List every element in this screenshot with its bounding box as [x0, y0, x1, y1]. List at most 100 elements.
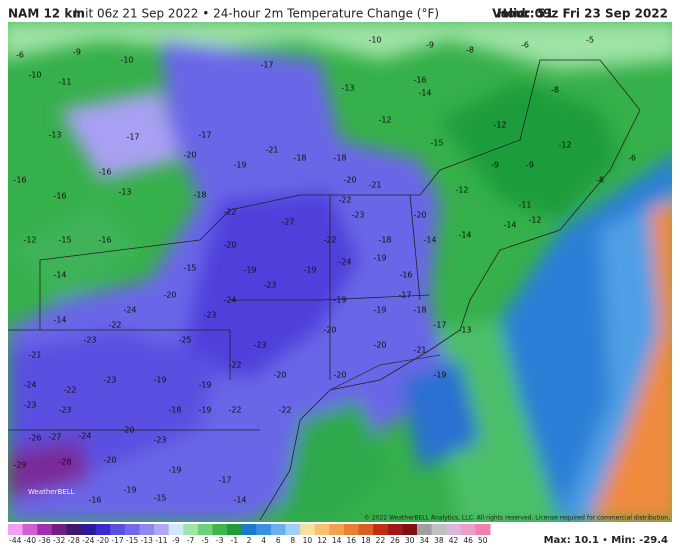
description: Init 06z 21 Sep 2022 • 24-hour 2m Temper…	[74, 7, 439, 21]
temp-change-label: -20	[121, 426, 134, 435]
colorbar-tick-label: -17	[111, 536, 123, 545]
colorbar-tick-label: -9	[172, 536, 180, 545]
colorbar-swatch	[22, 524, 38, 535]
colorbar-tick-label: -44	[9, 536, 21, 545]
temp-change-label: -13	[118, 188, 131, 197]
watermark: WeatherBELL	[28, 488, 75, 496]
temp-change-label: -14	[53, 316, 66, 325]
temp-change-label: -21	[265, 146, 278, 155]
temp-change-label: -22	[223, 208, 236, 217]
min: Min: -29.4	[611, 535, 668, 546]
colorbar-tick-label: -3	[216, 536, 224, 545]
colorbar-swatch	[446, 524, 462, 535]
colorbar-tick-label: -36	[38, 536, 50, 545]
temp-change-label: -22	[108, 321, 121, 330]
temp-change-label: -5	[586, 36, 594, 45]
temp-change-label: -23	[153, 436, 166, 445]
colorbar-swatch	[387, 524, 403, 535]
map-labels: -6 -9 -10 -10 -11 -13 -17 -17 -17 -13 -16 -14 -10 -9 -…	[13, 36, 636, 505]
temp-change-label: -21	[413, 346, 426, 355]
colorbar-swatch	[475, 524, 491, 535]
max-min: Max: 10.1 • Min: -29.4	[544, 535, 668, 546]
temp-change-label: -18	[293, 154, 306, 163]
hour-value: 51	[537, 7, 554, 21]
temp-change-label: -17	[218, 476, 231, 485]
colorbar-swatch	[402, 524, 418, 535]
temp-change-label: -10	[28, 71, 41, 80]
temp-change-label: -27	[48, 433, 61, 442]
temp-change-label: -19	[123, 486, 136, 495]
shading	[8, 22, 672, 522]
temp-change-label: -19	[198, 381, 211, 390]
temp-change-label: -12	[493, 121, 506, 130]
temp-change-label: -28	[58, 458, 71, 467]
temp-change-label: -16	[98, 168, 111, 177]
colorbar-swatch	[270, 524, 287, 535]
colorbar-swatch	[460, 524, 476, 535]
colorbar-swatch	[314, 524, 330, 535]
temp-change-label: -22	[63, 386, 76, 395]
temp-change-label: -23	[103, 376, 116, 385]
colorbar-tick-label: 42	[449, 536, 459, 545]
temp-change-label: -23	[58, 406, 71, 415]
temp-change-label: -23	[351, 211, 364, 220]
temp-change-label: -18	[413, 306, 426, 315]
temp-change-label: -14	[503, 221, 516, 230]
colorbar-tick-label: -40	[24, 536, 36, 545]
colorbar: -44 -40 -36 -32 -28 -24 -20 -17 -15 -13 -11 -9 -7 -5-…	[8, 524, 491, 545]
temp-change-label: -17	[126, 133, 139, 142]
temp-change-label: -20	[103, 456, 116, 465]
colorbar-swatch	[212, 524, 228, 535]
colorbar-tick-label: -32	[53, 536, 65, 545]
temp-change-label: -20	[343, 176, 356, 185]
temp-change-label: -15	[430, 139, 443, 148]
temp-change-label: -22	[323, 236, 336, 245]
temp-change-label: -19	[373, 306, 386, 315]
colorbar-tick-label: -15	[126, 536, 138, 545]
temp-change-label: -16	[98, 236, 111, 245]
boundaries	[8, 59, 641, 521]
colorbar-tick-label: 2	[247, 536, 252, 545]
colorbar-tick-label: 34	[419, 536, 429, 545]
colorbar-tick-label: -1	[231, 536, 239, 545]
colorbar-swatch	[300, 524, 316, 535]
temp-change-label: -10	[368, 36, 381, 45]
colorbar-swatch	[416, 524, 433, 535]
colorbar-tick-label: 14	[332, 536, 342, 545]
temp-change-label: -13	[48, 131, 61, 140]
colorbar-tick-label: 38	[434, 536, 444, 545]
temp-change-label: -10	[120, 56, 133, 65]
temp-change-label: -19	[168, 466, 181, 475]
colorbar-swatch	[95, 524, 111, 535]
temp-change-label: -19	[373, 254, 386, 263]
colorbar-tick-label: 8	[290, 536, 295, 545]
temp-change-label: -13	[458, 326, 471, 335]
colorbar-tick-label: -20	[97, 536, 109, 545]
temp-change-label: -8	[551, 86, 559, 95]
temp-change-label: -6	[628, 154, 636, 163]
temp-change-label: -12	[528, 216, 541, 225]
temp-change-label: -17	[260, 61, 273, 70]
temp-change-label: -8	[466, 46, 474, 55]
temp-change-label: -20	[273, 371, 286, 380]
temp-change-label: -8	[596, 176, 604, 185]
temp-change-label: -22	[228, 361, 241, 370]
colorbar-swatch	[358, 524, 374, 535]
temp-change-label: -21	[368, 181, 381, 190]
colorbar-swatch	[139, 524, 155, 535]
colorbar-swatch	[168, 524, 184, 535]
temp-change-label: -19	[243, 266, 256, 275]
colorbar-swatch	[183, 524, 199, 535]
temp-change-label: -18	[193, 191, 206, 200]
colorbar-tick-label: -13	[141, 536, 153, 545]
temp-change-label: -14	[418, 89, 431, 98]
temp-change-label: -12	[378, 116, 391, 125]
temp-change-label: -27	[281, 218, 294, 227]
temp-change-label: -24	[223, 296, 236, 305]
temp-change-label: -23	[253, 341, 266, 350]
max: Max: 10.1	[544, 535, 599, 546]
colorbar-swatch	[51, 524, 67, 535]
temp-change-label: -12	[558, 141, 571, 150]
